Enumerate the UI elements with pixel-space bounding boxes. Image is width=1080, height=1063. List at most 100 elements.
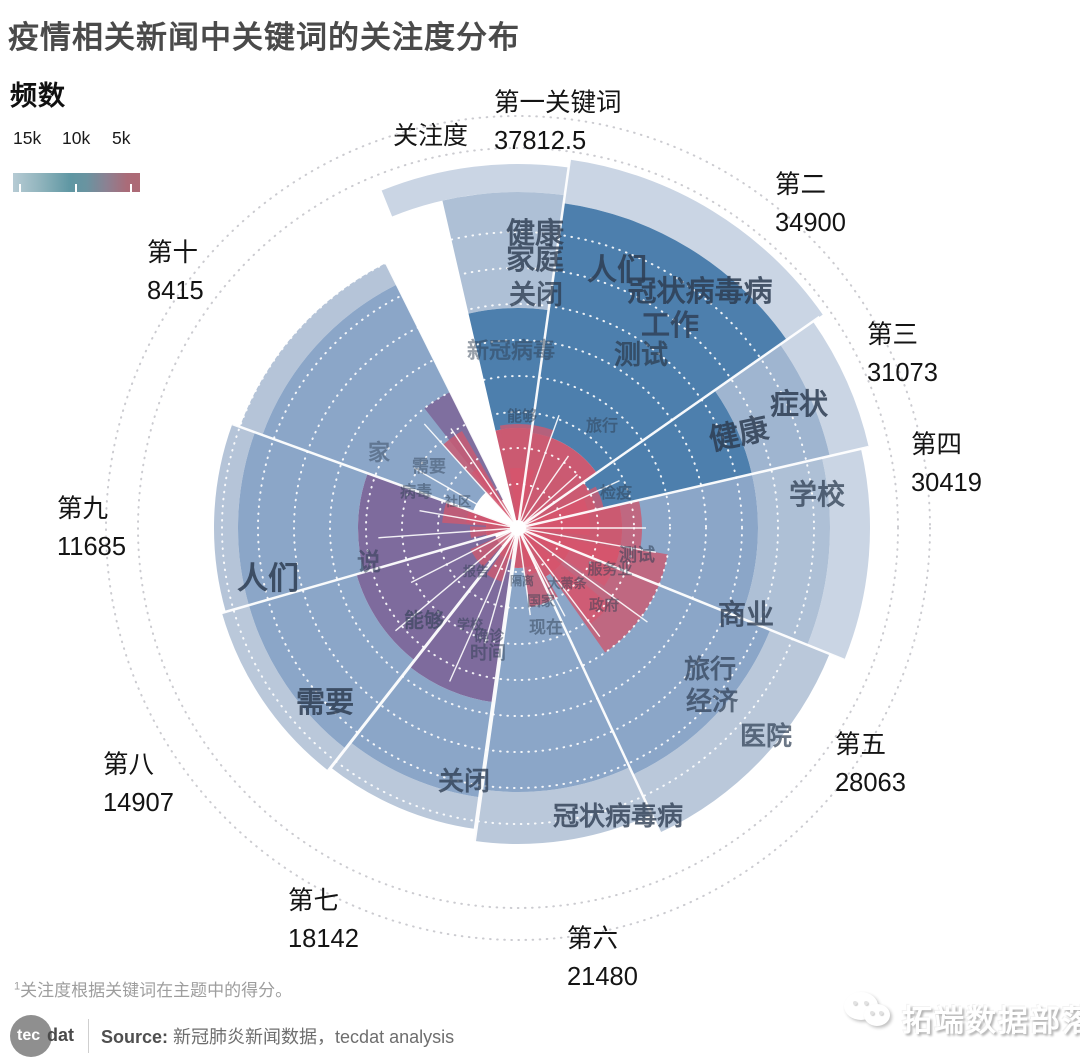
keyword-label: 学校 bbox=[457, 617, 484, 632]
keyword-label: 人们 bbox=[587, 254, 647, 287]
sector-spoke bbox=[484, 529, 519, 644]
footnote: 1关注度根据关键词在主题中的得分。 bbox=[14, 980, 293, 1000]
topic-label: 第四 30419 bbox=[911, 426, 982, 503]
topic-name: 第六 bbox=[567, 925, 619, 953]
keyword-label: 能够 bbox=[404, 608, 444, 632]
topic-band bbox=[213, 424, 255, 612]
sector-spoke bbox=[419, 509, 517, 529]
topic-band bbox=[248, 574, 415, 749]
topic-label: 第一关键词 37812.5 bbox=[494, 84, 622, 161]
topic-band bbox=[714, 344, 830, 475]
red-lobe bbox=[486, 534, 516, 582]
tecdat-logo-tec: tec bbox=[17, 1027, 41, 1044]
sector-spoke bbox=[519, 473, 578, 528]
red-bright-lobe bbox=[466, 511, 511, 528]
legend-tick-5k: 5k bbox=[112, 128, 131, 148]
sector-spoke bbox=[471, 529, 520, 846]
topic-name: 第五 bbox=[835, 731, 887, 759]
sector-spoke bbox=[518, 529, 566, 617]
topic-label: 第二 34900 bbox=[775, 166, 846, 243]
sector-spoke bbox=[519, 527, 656, 554]
keyword-label: 工作 bbox=[641, 309, 699, 342]
topic-band bbox=[481, 564, 630, 792]
topic-name: 第二 bbox=[775, 171, 827, 199]
topic-value: 34900 bbox=[775, 209, 846, 238]
keyword-label: 政府 bbox=[589, 596, 619, 614]
topic-label: 第五 28063 bbox=[835, 726, 906, 803]
red-bright-lobe bbox=[522, 533, 610, 624]
sector-spoke bbox=[519, 527, 845, 662]
keyword-label: 说 bbox=[357, 548, 381, 576]
topic-label: 第七 18142 bbox=[288, 882, 359, 959]
red-lobe bbox=[470, 531, 513, 567]
topic-band bbox=[350, 666, 494, 798]
topic-band bbox=[632, 629, 830, 833]
grid-ring bbox=[257, 267, 779, 789]
keyword-label: 现在 bbox=[529, 617, 563, 637]
attention-axis-label: 关注度 bbox=[392, 122, 468, 150]
topic-band bbox=[474, 767, 652, 844]
topic-name: 第三 bbox=[867, 321, 919, 349]
keyword-label: 病毒 bbox=[400, 482, 432, 501]
topic-value: 28063 bbox=[835, 769, 906, 798]
legend-tick-10k: 10k bbox=[62, 128, 91, 148]
keyword-label: 测试 bbox=[619, 544, 655, 565]
sector-spoke bbox=[413, 467, 517, 528]
keyword-label: 能够 bbox=[507, 407, 537, 425]
footnote-marker: 1 bbox=[14, 980, 21, 993]
topic-band bbox=[381, 163, 569, 217]
sector-spoke bbox=[449, 529, 518, 682]
grid-ring bbox=[365, 375, 671, 681]
topic-band bbox=[531, 203, 787, 473]
topic-label: 第九 11685 bbox=[57, 490, 126, 567]
tecdat-logo-dat: dat bbox=[47, 1025, 74, 1045]
topic-label: 第六 21480 bbox=[567, 920, 638, 997]
topic-label: 第三 31073 bbox=[867, 316, 938, 393]
topic-band bbox=[780, 321, 869, 457]
sector-spoke bbox=[217, 527, 517, 616]
keyword-label: 国家 bbox=[527, 593, 556, 609]
topic-band bbox=[238, 432, 368, 606]
keyword-label: 大萧条 bbox=[547, 576, 587, 591]
grid-ring bbox=[137, 147, 899, 909]
topic-band bbox=[563, 159, 823, 340]
grid-ring bbox=[293, 303, 743, 753]
keyword-label: 关闭 bbox=[438, 766, 490, 796]
sector-spoke bbox=[517, 529, 663, 837]
sector-spoke bbox=[394, 528, 517, 632]
keyword-label: 旅行 bbox=[684, 654, 736, 684]
sector-spoke bbox=[385, 262, 519, 527]
sector-spoke bbox=[231, 422, 517, 529]
sector-spoke bbox=[423, 423, 518, 527]
keyword-label: 需要 bbox=[412, 457, 446, 476]
keyword-label: 时间 bbox=[470, 643, 506, 663]
keyword-label: 家 bbox=[368, 440, 391, 465]
keyword-label: 服务业 bbox=[587, 560, 632, 578]
sector-spoke bbox=[517, 529, 531, 616]
topic-value: 21480 bbox=[567, 963, 638, 992]
topic-band bbox=[442, 191, 565, 314]
sector-spoke bbox=[519, 445, 870, 529]
topic-value: 8415 bbox=[147, 277, 204, 306]
keyword-label: 冠状病毒病 bbox=[627, 275, 772, 308]
topic-band bbox=[239, 263, 397, 435]
red-bright-lobe bbox=[525, 496, 590, 536]
keyword-label: 隔离 bbox=[510, 573, 534, 588]
source-row: tec dat Source: 新冠肺炎新闻数据，tecdat analysis bbox=[10, 1014, 454, 1058]
topic-name: 第十 bbox=[147, 239, 199, 267]
keyword-label: 健康 bbox=[506, 216, 565, 250]
keyword-label: 确诊 bbox=[474, 627, 505, 645]
keyword-label: 人们 bbox=[237, 561, 299, 596]
topic-value: 30419 bbox=[911, 469, 982, 498]
keyword-label: 旅行 bbox=[586, 416, 618, 435]
sector-spoke bbox=[378, 527, 517, 539]
grid-ring bbox=[329, 339, 707, 717]
wechat-watermark: 拓端数据部落 bbox=[838, 988, 1080, 1048]
topic-label: 第八 14907 bbox=[103, 746, 174, 823]
tecdat-logo-circle-icon bbox=[10, 1015, 52, 1057]
topic-value: 37812.5 bbox=[494, 127, 587, 156]
keyword-label: 医院 bbox=[740, 721, 792, 751]
watermark-text: 拓端数据部落 bbox=[902, 1005, 1080, 1038]
sector-spoke bbox=[518, 315, 821, 528]
